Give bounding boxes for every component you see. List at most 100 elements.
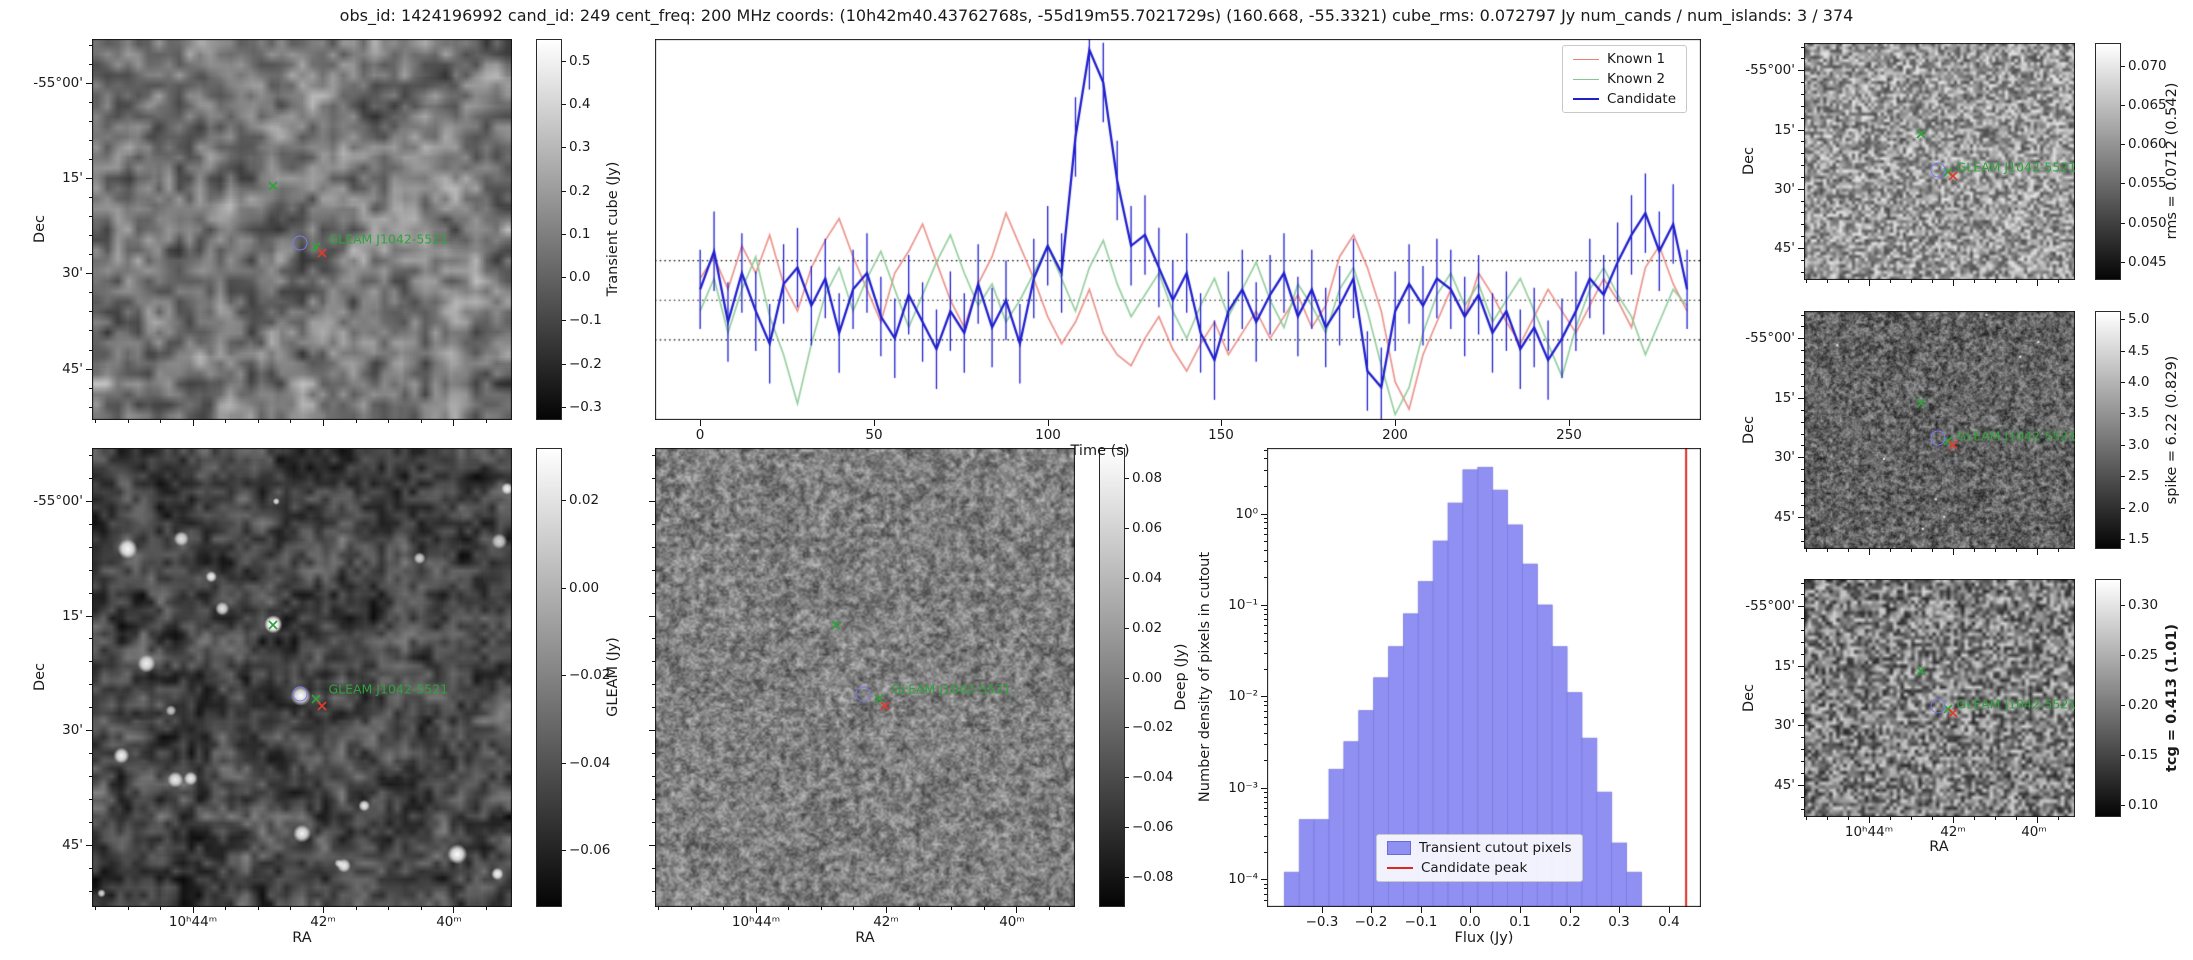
dec-tick-label: 30' — [62, 265, 83, 281]
tick-mark — [919, 907, 920, 910]
tick-mark — [652, 547, 655, 548]
known-source-1-x-marker — [268, 619, 279, 630]
tick-mark — [2016, 280, 2017, 283]
tick-mark — [2121, 655, 2125, 656]
dec-axis-label: Dec — [1741, 146, 1757, 176]
dec-tick-label: -55°00' — [33, 75, 83, 91]
flux-tick-label: 0.1 — [1509, 914, 1531, 930]
tick-mark — [1264, 641, 1267, 642]
tick-mark — [1801, 212, 1804, 213]
flux-tick-label: −0.1 — [1404, 914, 1438, 930]
tick-mark — [1049, 907, 1050, 910]
tick-mark — [2037, 280, 2038, 286]
tick-mark — [1264, 614, 1267, 615]
density-tick-label: 10⁻³ — [1228, 780, 1258, 796]
tick-mark — [1801, 82, 1804, 83]
legend-label: Transient cutout pixels — [1419, 840, 1572, 856]
tick-mark — [89, 102, 92, 103]
flux-tick-label: 0.0 — [1459, 914, 1481, 930]
tick-mark — [1801, 737, 1804, 738]
tick-mark — [1801, 809, 1804, 810]
tick-mark — [562, 675, 566, 676]
dec-tick-label: 30' — [1774, 449, 1795, 465]
tick-mark — [1520, 907, 1521, 913]
colorbar-label-spike: spike = 6.22 (0.829) — [2164, 355, 2180, 505]
tick-mark — [1801, 690, 1804, 691]
ra-tick-label: 40ᵐ — [999, 914, 1025, 930]
ra-tick-label: 10ʰ44ᵐ — [168, 914, 218, 930]
tick-mark — [356, 907, 357, 910]
lightcurve-plot — [655, 39, 1701, 420]
transient-cutout-image — [92, 39, 512, 420]
tick-mark — [874, 420, 875, 426]
tick-mark — [86, 730, 92, 731]
known-source-1-x-marker — [1916, 665, 1927, 676]
tick-mark — [1264, 669, 1267, 670]
cutout-pixels-patch-sample — [1387, 841, 1411, 855]
tick-mark — [1421, 907, 1422, 913]
tick-mark — [1801, 481, 1804, 482]
tick-mark — [2037, 817, 2038, 823]
legend-entry-candidate: Candidate — [1573, 91, 1676, 107]
tick-mark — [2121, 262, 2125, 263]
tick-mark — [258, 907, 259, 910]
tick-mark — [2121, 476, 2125, 477]
gleam-cutout-image — [92, 448, 512, 907]
tick-mark — [1125, 578, 1129, 579]
candidate-peak-x-marker — [317, 248, 328, 259]
tick-mark — [1911, 817, 1912, 820]
dec-tick-label: 15' — [62, 608, 83, 624]
tick-mark — [89, 330, 92, 331]
tick-mark — [652, 776, 655, 777]
tick-mark — [562, 61, 566, 62]
tcg-cutout-panel: GLEAM J1042-5521 — [1804, 579, 2076, 817]
tick-mark — [1125, 678, 1129, 679]
colorbar-tick-label: −0.02 — [1132, 719, 1174, 735]
tick-mark — [1798, 130, 1804, 131]
tick-mark — [562, 320, 566, 321]
tick-mark — [562, 407, 566, 408]
tick-mark — [89, 684, 92, 685]
tick-mark — [700, 420, 701, 426]
tick-mark — [89, 311, 92, 312]
tick-mark — [89, 570, 92, 571]
tick-mark — [562, 588, 566, 589]
tick-mark — [1801, 594, 1804, 595]
tick-mark — [2121, 805, 2125, 806]
tick-mark — [1995, 280, 1996, 283]
tick-mark — [421, 420, 422, 423]
tick-mark — [2121, 144, 2125, 145]
tick-mark — [1801, 642, 1804, 643]
candidate-peak-x-marker — [317, 700, 328, 711]
dec-tick-label: 45' — [62, 837, 83, 853]
colorbar-tick-label: 1.5 — [2128, 531, 2150, 547]
tick-mark — [2121, 183, 2125, 184]
colorbar-tick-label: 0.10 — [2128, 797, 2159, 813]
tick-mark — [2121, 319, 2125, 320]
rms-cutout-panel: GLEAM J1042-5521 — [1804, 43, 2076, 280]
tick-mark — [2121, 705, 2125, 706]
tick-mark — [89, 140, 92, 141]
colorbar-label-deep: Deep (Jy) — [1173, 643, 1189, 711]
tick-mark — [788, 907, 789, 910]
tick-mark — [2121, 105, 2125, 106]
dec-tick-label: 45' — [1774, 509, 1795, 525]
colorbar-tick-label: 0.00 — [1132, 670, 1163, 686]
tick-mark — [2121, 223, 2125, 224]
colorbar-tick-label: −0.02 — [569, 667, 611, 683]
tick-mark — [1801, 58, 1804, 59]
tick-mark — [562, 147, 566, 148]
legend-label: Candidate peak — [1421, 860, 1528, 876]
tick-mark — [1953, 280, 1954, 286]
legend-label: Known 2 — [1607, 71, 1666, 87]
tick-mark — [1798, 398, 1804, 399]
colorbar-tick-label: 0.4 — [569, 96, 591, 112]
deep-cutout-panel: GLEAM J1042-5521 — [655, 448, 1075, 907]
spike-cutout-image — [1804, 311, 2075, 549]
tick-mark — [1801, 326, 1804, 327]
tick-mark — [951, 907, 952, 910]
dec-axis-label: Dec — [32, 662, 48, 692]
tick-mark — [1264, 541, 1267, 542]
tick-mark — [1264, 888, 1267, 889]
